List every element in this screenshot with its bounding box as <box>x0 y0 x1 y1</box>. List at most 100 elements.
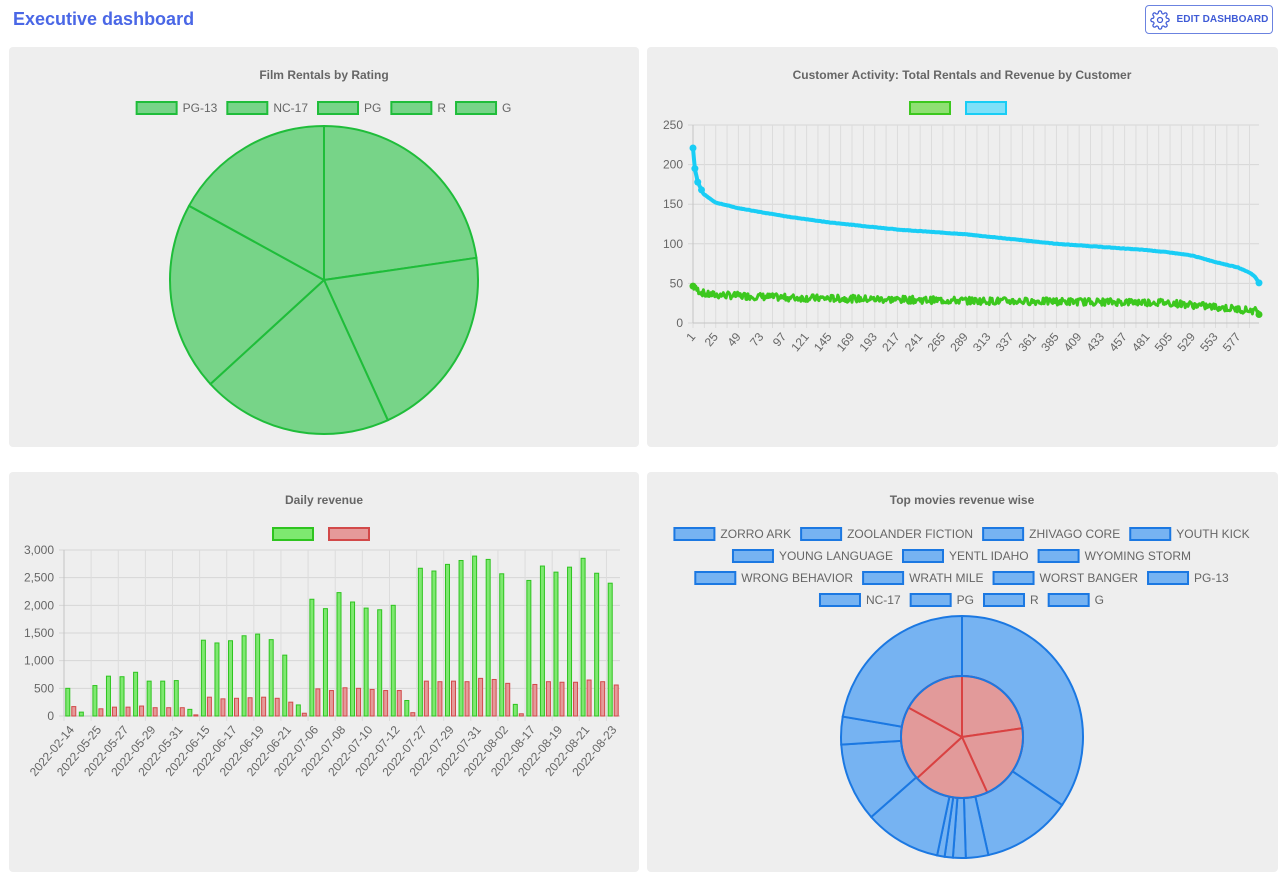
bar-series1 <box>309 598 315 717</box>
panel-daily-revenue: Daily revenue 0 500 1,000 1,500 2,000 2,500 3,0… <box>9 472 639 872</box>
bar-series2 <box>274 697 280 717</box>
rating-legend-label: PG-13 <box>183 101 218 115</box>
bar-series1 <box>119 676 125 717</box>
bar-series2 <box>288 701 294 717</box>
bar-series2 <box>301 712 307 717</box>
x-tick-label: 169 <box>834 330 858 355</box>
bar-series1 <box>404 700 410 717</box>
movie-legend-swatch <box>992 571 1035 585</box>
bar-series2 <box>437 681 443 717</box>
rentals-series-line <box>691 284 1261 316</box>
edit-dashboard-button[interactable]: EDIT DASHBOARD <box>1145 5 1273 34</box>
y-tick-label: 1,000 <box>24 654 54 668</box>
bar-series2 <box>464 681 470 717</box>
x-tick-label: 73 <box>747 330 767 349</box>
bar-series2 <box>545 681 551 717</box>
y-tick-label: 500 <box>34 681 54 695</box>
bar-series1 <box>92 685 98 717</box>
bar-series1 <box>350 601 356 717</box>
revenue-point <box>698 186 706 194</box>
bar-series2 <box>98 708 104 717</box>
movie-legend-swatch <box>909 593 952 607</box>
bar-series1 <box>200 639 206 717</box>
y-tick-label: 2,500 <box>24 571 54 585</box>
movie-legend-swatch <box>982 527 1025 541</box>
bar-series2 <box>613 684 619 717</box>
movie-legend-label: G <box>1095 593 1104 607</box>
bar-series1 <box>417 567 423 717</box>
bar-series2 <box>193 714 199 717</box>
panel-film-rentals-by-rating: Film Rentals by Rating PG-13 NC-17 PG R G <box>9 47 639 447</box>
movie-legend-swatch <box>694 571 737 585</box>
bar-series2 <box>206 696 212 717</box>
series1-legend-swatch <box>272 527 314 541</box>
page-title: Executive dashboard <box>13 9 195 29</box>
pie-slice-pg-13 <box>323 124 478 282</box>
pie-slice-r <box>169 204 326 386</box>
bar-series1 <box>512 703 518 717</box>
bar-series2 <box>600 681 606 717</box>
rating-legend-swatch <box>455 101 498 115</box>
bar-series1 <box>228 640 234 717</box>
bar-series2 <box>125 706 131 717</box>
bar-series2 <box>342 687 348 717</box>
bar-series1 <box>607 582 613 717</box>
x-tick-label: 361 <box>1015 330 1039 355</box>
movie-legend-swatch <box>983 593 1026 607</box>
revenue-point <box>691 165 699 173</box>
rating-legend-swatch <box>135 101 178 115</box>
bar-series1 <box>214 642 220 717</box>
x-tick-label: 265 <box>925 330 949 355</box>
movie-legend-swatch <box>800 527 843 541</box>
movie-legend-swatch <box>902 549 944 563</box>
movie-legend-label: PG-13 <box>1194 571 1229 585</box>
bar-series1 <box>539 565 545 717</box>
bar-series2 <box>356 687 362 717</box>
pie-slice-nc-17 <box>322 256 479 422</box>
bar-series1 <box>160 680 166 717</box>
movie-legend-label: WRATH MILE <box>909 571 983 585</box>
bar-series1 <box>282 654 288 717</box>
rentals-point <box>1255 310 1263 318</box>
rating-legend-label: NC-17 <box>273 101 308 115</box>
x-tick-label: 145 <box>811 330 835 355</box>
bar-series1 <box>173 680 179 717</box>
bar-series2 <box>423 680 429 717</box>
bar-series1 <box>431 570 437 717</box>
x-tick-label: 289 <box>947 330 971 355</box>
bar-series2 <box>383 690 389 717</box>
bar-series1 <box>268 639 274 717</box>
bar-series2 <box>152 707 158 717</box>
y-tick-label: 100 <box>663 237 683 251</box>
series2-legend-swatch <box>328 527 370 541</box>
chart-title: Film Rentals by Rating <box>259 68 388 82</box>
revenue-legend-swatch <box>965 101 1007 115</box>
movie-legend-swatch <box>1129 527 1172 541</box>
y-tick-label: 250 <box>663 118 683 132</box>
bar-series2 <box>518 713 524 717</box>
movie-legend-swatch <box>1047 593 1090 607</box>
bar-series1 <box>444 563 450 717</box>
bar-series1 <box>187 708 193 717</box>
bar-series2 <box>315 688 321 717</box>
x-tick-label: 313 <box>970 330 994 355</box>
x-tick-label: 25 <box>702 330 722 349</box>
revenue-series-line <box>691 147 1261 284</box>
y-tick-label: 50 <box>670 276 684 290</box>
bar-series2 <box>491 678 497 717</box>
bar-series1 <box>65 687 71 717</box>
revenue-point <box>689 144 697 152</box>
bar-series1 <box>594 572 600 717</box>
revenue-point <box>694 178 702 186</box>
x-tick-label: 505 <box>1152 330 1176 355</box>
movie-legend-label: NC-17 <box>866 593 901 607</box>
bar-series1 <box>295 704 301 717</box>
x-tick-label: 457 <box>1106 330 1130 355</box>
bar-series1 <box>255 633 261 717</box>
movie-legend-label: WRONG BEHAVIOR <box>741 571 853 585</box>
movie-legend-swatch <box>673 527 716 541</box>
chart-title: Daily revenue <box>285 493 363 507</box>
rating-legend-label: G <box>502 101 511 115</box>
bar-series2 <box>71 706 77 717</box>
bar-series1 <box>580 557 586 717</box>
